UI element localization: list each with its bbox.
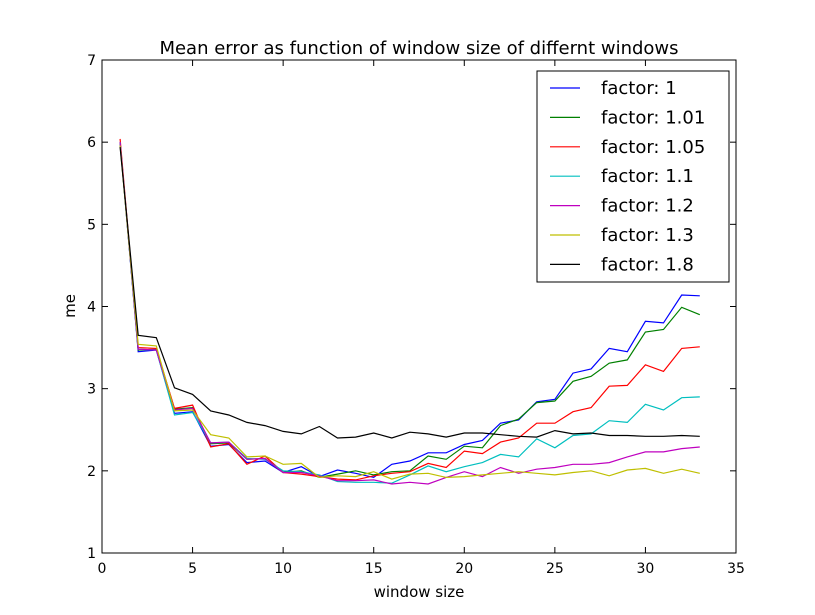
legend: factor: 1 factor: 1.01 factor: 1.05 factor:… [536,70,730,283]
y-tick-label: 5 [87,217,96,233]
series-line-6 [119,145,700,480]
y-tick-label: 1 [87,546,96,562]
series-line-2 [119,142,701,479]
y-tick-label: 7 [87,53,96,69]
series-line-5 [119,142,700,485]
legend-label-4: factor: 1.1 [601,166,694,187]
x-tick-label: 35 [727,561,745,577]
x-tick-label: 30 [637,561,655,577]
legend-label-7: factor: 1.8 [601,254,694,275]
ticks-layer: 0 5 10 15 20 25 30 35 1 2 3 4 5 6 7 [87,53,745,577]
series-line-3 [119,138,700,481]
x-tick-label: 10 [274,561,292,577]
x-tick-label: 0 [98,561,107,577]
series-line-7 [119,147,700,439]
y-tick-label: 6 [87,135,96,151]
y-tick-label: 2 [87,464,96,480]
legend-label-3: factor: 1.05 [601,137,705,158]
chart-title: Mean error as function of window size of… [159,38,678,59]
legend-label-1: factor: 1 [601,78,677,99]
x-tick-label: 20 [455,561,473,577]
x-tick-label: 15 [365,561,383,577]
x-tick-label: 25 [546,561,564,577]
legend-items: factor: 1 factor: 1.01 factor: 1.05 factor:… [550,78,705,275]
y-tick-label: 3 [87,382,96,398]
x-axis-label: window size [374,583,465,601]
y-tick-label: 4 [87,300,96,316]
legend-label-6: factor: 1.3 [601,225,694,246]
x-tick-label: 5 [188,561,197,577]
y-axis-label: me [61,294,79,318]
series-layer [119,138,701,485]
legend-label-5: factor: 1.2 [601,196,694,217]
legend-label-2: factor: 1.01 [601,107,705,128]
